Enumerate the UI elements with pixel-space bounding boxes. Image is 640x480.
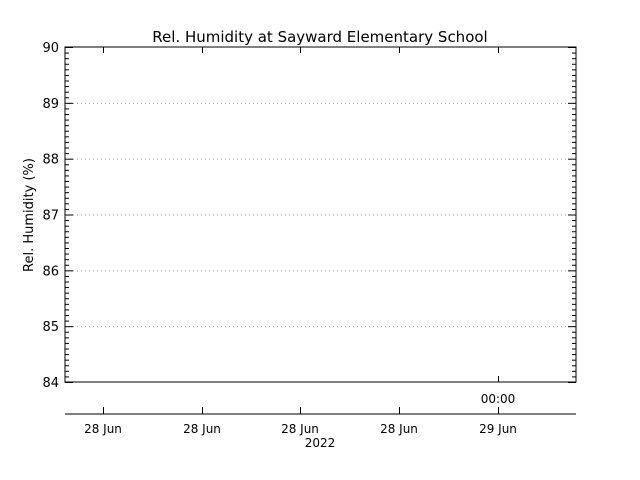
x-tick-label-2: 28 Jun: [281, 422, 319, 436]
y-tick-label-6: 90: [42, 41, 59, 56]
axis-ticks: [65, 47, 576, 414]
x-tick-label-0: 28 Jun: [84, 422, 122, 436]
y-axis-label: Rel. Humidity (%): [22, 158, 37, 272]
y-tick-label-3: 87: [42, 209, 59, 224]
x-tick-label-3: 28 Jun: [380, 422, 418, 436]
y-tick-label-2: 86: [42, 264, 59, 279]
chart-title: Rel. Humidity at Sayward Elementary Scho…: [152, 28, 487, 46]
x-top-label: 00:00: [481, 392, 516, 406]
plot-frame: [64, 46, 577, 383]
y-tick-labels: 84 85 86 87 88 89 90: [42, 41, 59, 391]
x-tick-label-1: 28 Jun: [183, 422, 221, 436]
y-tick-label-4: 88: [42, 153, 59, 168]
grid-lines: [65, 102, 576, 328]
y-tick-label-1: 85: [42, 320, 59, 335]
x-tick-labels: 28 Jun 28 Jun 28 Jun 28 Jun 29 Jun: [84, 422, 517, 436]
y-tick-label-0: 84: [42, 376, 59, 391]
y-tick-label-5: 89: [42, 97, 59, 112]
x-tick-label-4: 29 Jun: [479, 422, 517, 436]
x-year-label: 2022: [305, 436, 336, 450]
